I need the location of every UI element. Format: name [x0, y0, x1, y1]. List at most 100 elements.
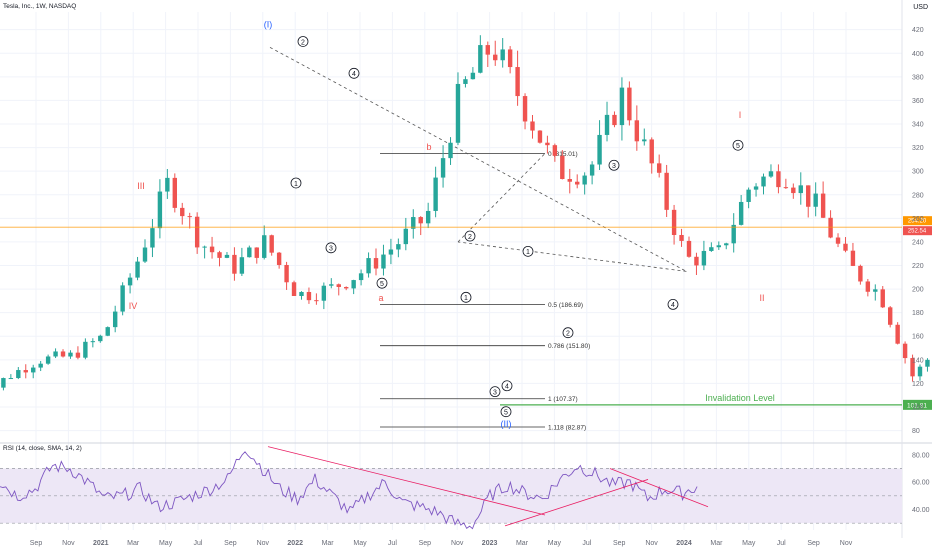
wave-label-circled: 3 — [329, 246, 333, 253]
candle-body — [858, 265, 863, 282]
wave-label-circled: 3 — [612, 163, 616, 170]
candle-body — [127, 277, 133, 286]
price-tick-label: 160 — [912, 334, 924, 341]
rsi-title: RSI (14, close, SMA, 14, 2) — [3, 445, 82, 452]
candle-body — [224, 254, 230, 258]
wave-label-red: II — [759, 293, 764, 303]
candle-body — [709, 247, 714, 251]
prev-close-tag — [903, 216, 932, 226]
candle-body — [344, 287, 349, 289]
chart-title: Tesla, Inc., 1W, NASDAQ — [3, 3, 77, 10]
wave-circle — [500, 406, 512, 418]
candle-body — [716, 245, 721, 248]
candle-body — [761, 176, 766, 187]
candle-body — [798, 185, 803, 194]
candle-body — [612, 114, 617, 126]
fib-guide — [269, 47, 687, 272]
rsi-tick-label: 40.00 — [912, 507, 930, 514]
candle-body — [112, 311, 118, 328]
candle-body — [835, 237, 841, 244]
candle-body — [388, 249, 394, 255]
candle-body — [463, 79, 468, 84]
wave-label-blue: (II) — [501, 419, 512, 429]
rsi-trendline — [267, 446, 546, 516]
fib-guide — [457, 153, 546, 243]
fib-level-label: 0.5 (186.69) — [548, 302, 583, 309]
wave-label-circled: 5 — [380, 281, 384, 288]
candle-layer — [1, 35, 930, 391]
candle-body — [38, 363, 43, 368]
candle-body — [306, 291, 312, 301]
candle-body — [403, 228, 409, 245]
wave-circle — [608, 159, 620, 171]
candle-body — [75, 352, 81, 358]
candle-body — [671, 209, 677, 235]
time-tick-label: Nov — [257, 540, 270, 547]
time-tick-label: Sep — [613, 540, 626, 547]
candle-body — [820, 193, 826, 218]
candle-body — [642, 139, 647, 142]
time-tick-label: Nov — [451, 540, 464, 547]
candle-body — [910, 358, 915, 377]
time-tick-label: Nov — [645, 540, 658, 547]
wave-label-circled: 4 — [505, 384, 509, 391]
wave-circle — [501, 380, 513, 392]
price-tick-label: 420 — [912, 27, 924, 34]
wave-label-red: IV — [129, 301, 138, 311]
candle-body — [873, 289, 878, 292]
wave-circle — [297, 36, 309, 47]
candle-body — [98, 335, 103, 342]
price-tick-label: 120 — [912, 381, 924, 388]
time-tick-label: Sep — [30, 540, 43, 547]
axis-layer: 8010012014016018020022024026028030032034… — [30, 27, 930, 547]
candle-body — [135, 261, 140, 278]
candle-body — [649, 139, 654, 164]
candle-body — [530, 121, 535, 131]
candle-body — [209, 246, 215, 253]
candle-body — [925, 359, 930, 367]
wave-label-circled: 4 — [352, 71, 356, 78]
current-price-text: 252.54 — [908, 229, 927, 235]
wave-label-circled: 5 — [736, 143, 740, 150]
candle-body — [500, 49, 505, 61]
time-tick-label: 2021 — [93, 540, 109, 547]
candle-body — [269, 235, 274, 253]
invalidation-label: Invalidation Level — [705, 393, 775, 403]
time-tick-label: Mar — [322, 540, 335, 547]
wave-label-circled: 1 — [464, 295, 468, 302]
candle-body — [187, 216, 192, 218]
candle-body — [783, 187, 789, 189]
candle-body — [895, 324, 900, 344]
invalidation-price-text: 101.81 — [907, 402, 927, 409]
candle-body — [411, 217, 416, 229]
wave-circle — [464, 230, 476, 242]
candle-body — [60, 351, 66, 357]
wave-label-circled: 2 — [566, 331, 570, 338]
candle-body — [321, 285, 327, 301]
wave-circle — [522, 245, 534, 257]
candle-body — [746, 189, 751, 202]
time-tick-label: Nov — [62, 540, 75, 547]
candle-body — [232, 254, 237, 274]
candle-body — [522, 96, 528, 122]
candle-body — [366, 258, 371, 274]
candle-body — [850, 250, 856, 266]
candle-body — [597, 134, 602, 165]
time-tick-label: Mar — [516, 540, 529, 547]
candle-body — [31, 367, 36, 373]
candle-body — [351, 280, 356, 289]
time-tick-label: May — [548, 540, 562, 547]
candle-body — [45, 356, 51, 364]
candle-body — [381, 254, 386, 269]
price-tick-label: 200 — [912, 287, 924, 294]
candle-body — [396, 244, 401, 250]
candle-body — [165, 177, 170, 192]
time-tick-label: Sep — [224, 540, 237, 547]
candle-body — [604, 114, 610, 135]
currency-label: USD — [913, 4, 928, 11]
price-tick-label: 180 — [912, 310, 924, 317]
time-tick-label: 2022 — [287, 540, 303, 547]
time-tick-label: Mar — [127, 540, 140, 547]
